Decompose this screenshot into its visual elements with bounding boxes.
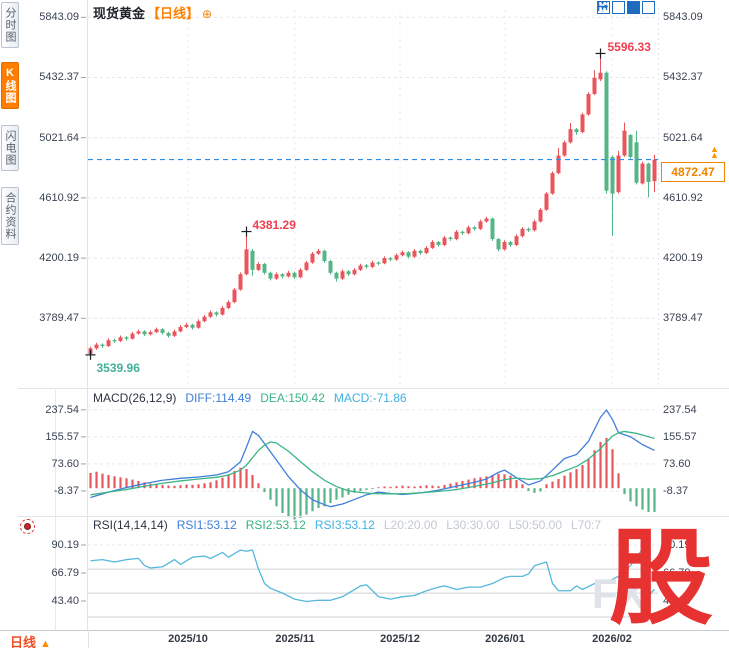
main-y-tick-left: 5843.09 (39, 11, 79, 24)
macd-y-tick-left: 73.60 (51, 457, 79, 470)
main-y-tick-right: 4610.92 (663, 191, 703, 204)
macd-y-tick-right: 155.57 (663, 430, 697, 443)
status-blink-icon (20, 519, 35, 534)
macd-dea-value: DEA:150.42 (260, 391, 325, 405)
main-y-tick-right: 3789.47 (663, 312, 703, 325)
main-y-tick-left: 4200.19 (39, 252, 79, 265)
sidebar-tab-flash-chart[interactable]: 闪电图 (1, 125, 19, 171)
macd-diff-value: DIFF:114.49 (185, 391, 252, 405)
x-axis-month-label: 2026/02 (592, 633, 632, 645)
sidebar-tab-time-chart[interactable]: 分时图 (1, 2, 19, 48)
main-y-tick-right: 4200.19 (663, 252, 703, 265)
x-axis-month-label: 2025/12 (380, 633, 420, 645)
symbol-name: 现货黄金 (93, 6, 146, 21)
main-y-tick-right: 5843.09 (663, 11, 703, 24)
macd-y-tick-left: 155.57 (45, 430, 79, 443)
macd-y-tick-left: 237.54 (45, 403, 79, 416)
rsi3-value: RSI3:53.12 (314, 518, 375, 532)
macd-header: MACD(26,12,9) DIFF:114.49 DEA:150.42 MACD:-… (93, 391, 416, 405)
rsi2-value: RSI2:53.12 (245, 518, 306, 532)
chart-title: 现货黄金 【日线】 ⊕ (93, 3, 212, 22)
x-axis-month-label: 2025/10 (168, 633, 208, 645)
macd-name: MACD(26,12,9) (93, 391, 177, 405)
peak-price-annotation: 4381.29 (252, 217, 296, 232)
panel-separator (18, 516, 729, 517)
main-y-tick-right: 5021.64 (663, 131, 703, 144)
main-y-tick-left: 4610.92 (39, 191, 79, 204)
sidebar-tab-kline-chart[interactable]: K线图 (1, 62, 19, 109)
rsi-name: RSI(14,14,14) (93, 518, 168, 532)
x-axis-month-label: 2026/01 (485, 633, 525, 645)
x-axis-month-label: 2025/11 (275, 633, 315, 645)
rsi-header: RSI(14,14,14) RSI1:53.12 RSI2:53.12 RSI3:53… (93, 518, 610, 532)
price-up-arrows-icon: ▲ ▲ (710, 143, 719, 160)
macd-y-tick-right: -8.37 (663, 484, 689, 497)
rsi-y-tick-left: 90.19 (51, 539, 79, 551)
macd-bar-value: MACD:-71.86 (333, 391, 407, 405)
rsi-y-tick-right: 66.79 (663, 567, 691, 579)
period-selector-label: 日线 (10, 635, 37, 648)
footer-divider (88, 630, 89, 648)
macd-y-tick-left: -8.37 (53, 484, 79, 497)
low-price-annotation: 3539.96 (96, 360, 140, 375)
main-y-tick-left: 5021.64 (39, 131, 79, 144)
main-y-tick-left: 3789.47 (39, 312, 79, 325)
period-tag: 【日线】 (147, 6, 200, 21)
rsi-y-tick-left: 66.79 (51, 567, 79, 579)
sidebar-tab-contract-info[interactable]: 合约资料 (1, 187, 19, 245)
period-selector[interactable]: 日线 ▲ (10, 632, 51, 648)
panel-separator (18, 388, 729, 389)
chart-style-icon[interactable] (597, 1, 640, 14)
rsi-l20: L20:20.00 (383, 518, 438, 532)
main-y-tick-left: 5432.37 (39, 71, 79, 84)
rsi-l50: L50:50.00 (508, 518, 563, 532)
rsi1-value: RSI1:53.12 (176, 518, 237, 532)
circle-plus-icon[interactable]: ⊕ (202, 7, 213, 21)
current-price-label: 4872.47 (661, 161, 725, 182)
rsi-y-tick-right: 43.40 (663, 595, 691, 607)
up-triangle-icon: ▲ (40, 638, 51, 648)
exit-right-icon[interactable] (597, 1, 655, 14)
rsi-l30: L30:30.00 (446, 518, 500, 532)
bottom-axis-bar (0, 630, 729, 648)
watermark-logo: 股 (609, 521, 714, 637)
rsi-y-tick-right: 90.19 (663, 539, 691, 551)
rsi-y-tick-left: 43.40 (51, 595, 79, 607)
chart-toolbar (597, 1, 655, 14)
main-y-tick-right: 5432.37 (663, 71, 703, 84)
rsi-l70: L70:7 (571, 518, 602, 532)
macd-y-tick-right: 73.60 (663, 457, 691, 470)
macd-y-tick-right: 237.54 (663, 403, 697, 416)
watermark-latin: FX (592, 570, 646, 617)
high-price-annotation: 5596.33 (607, 40, 651, 55)
axis-range-icon[interactable] (597, 1, 625, 14)
